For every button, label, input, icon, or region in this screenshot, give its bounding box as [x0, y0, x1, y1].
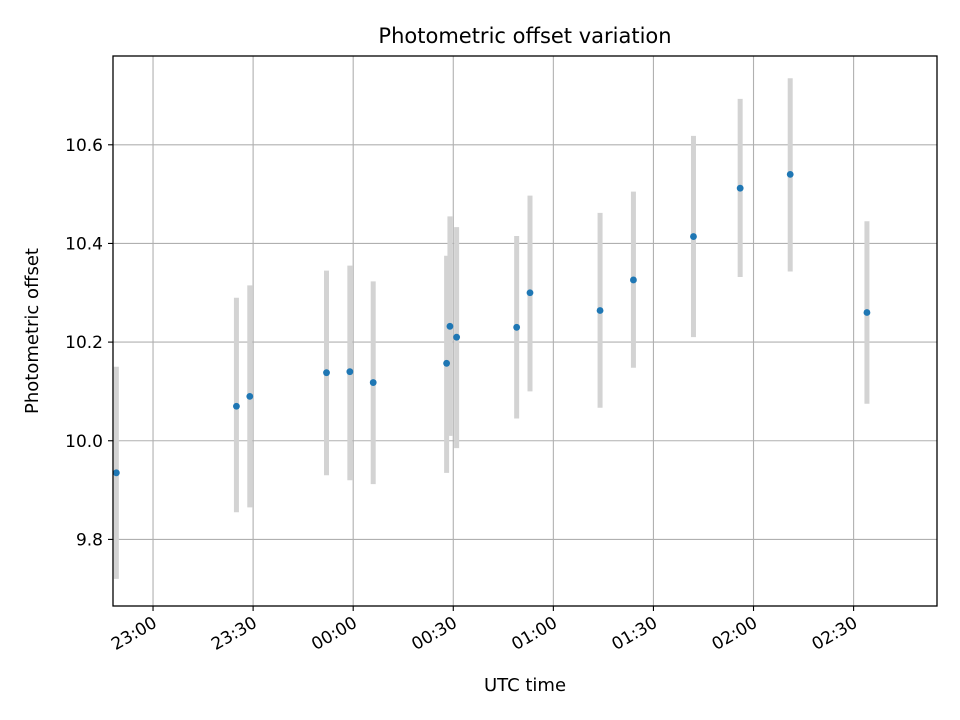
data-point	[323, 369, 330, 377]
data-point	[630, 276, 637, 284]
data-point	[246, 392, 254, 400]
y-axis-title: Photometric offset	[22, 248, 43, 414]
y-tick-label: 10.2	[65, 333, 103, 353]
data-point	[596, 307, 604, 314]
data-point	[233, 402, 240, 410]
x-axis-title: UTC time	[484, 675, 566, 696]
data-point	[453, 333, 461, 341]
y-tick-label: 10.0	[65, 432, 103, 452]
data-point	[526, 289, 534, 297]
data-point	[736, 184, 744, 192]
y-axis: 9.8 10.0 10.2 10.4 10.6	[65, 136, 113, 550]
data-point	[446, 322, 454, 330]
chart-title: Photometric offset variation	[378, 24, 671, 48]
data-point	[369, 379, 377, 386]
data-point	[443, 359, 451, 367]
data-point	[690, 233, 697, 240]
plot-area-frame	[112, 55, 938, 607]
data-point	[513, 323, 521, 331]
y-tick-label: 10.4	[65, 234, 103, 254]
y-tick-label: 10.6	[65, 136, 103, 156]
data-point	[112, 469, 120, 477]
data-point	[346, 368, 354, 376]
data-points	[112, 170, 871, 477]
data-point	[786, 170, 794, 178]
data-point	[863, 309, 871, 316]
y-tick-label: 9.8	[76, 530, 103, 550]
